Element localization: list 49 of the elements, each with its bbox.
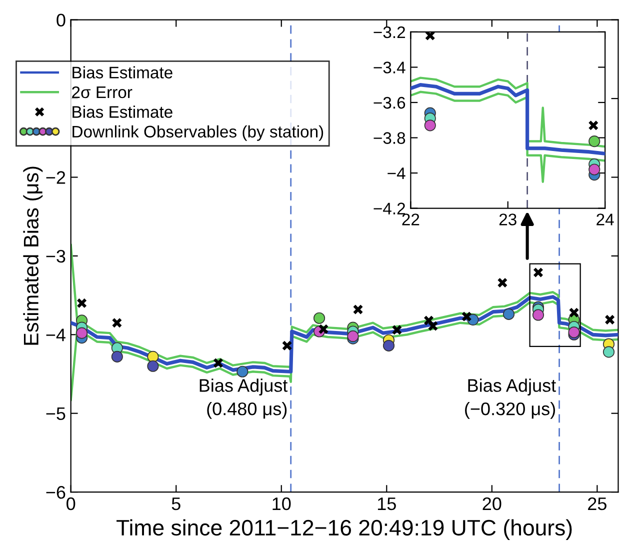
- x-tick-label: 20: [482, 497, 502, 510]
- y-tick-label: −4: [388, 168, 406, 180]
- x-tick-label: 15: [378, 498, 396, 510]
- y-tick-label: −3: [46, 250, 66, 263]
- point: [112, 318, 122, 328]
- y-tick-label: −4: [46, 328, 66, 342]
- x-tick-label: 24: [596, 214, 614, 226]
- y-tick-label: −3.2: [374, 26, 405, 38]
- y-tick-label: −3.4: [374, 62, 406, 74]
- point: [424, 315, 434, 326]
- ref-line-label: Bias Adjust (−0.320 μs): [465, 378, 556, 419]
- x-axis-title: Time since 2011−12−16 20:49:19 UTC (hours): [116, 519, 572, 540]
- point: [424, 32, 436, 41]
- y-tick-label: −5: [46, 407, 66, 420]
- y-axis-title: Estimated Bias (μs): [23, 166, 43, 345]
- point: [533, 267, 544, 278]
- x-tick-label: 0: [66, 497, 76, 510]
- x-tick-label: 22: [402, 214, 420, 226]
- point: [318, 324, 329, 334]
- y-tick-label: −6: [46, 486, 66, 499]
- point: [352, 304, 364, 315]
- line-series: [70, 300, 618, 402]
- point: [461, 311, 472, 322]
- x-tick-label: 25: [588, 497, 606, 510]
- point: [392, 324, 402, 336]
- point: [282, 340, 292, 351]
- legend-label: Downlink Observables (by station): [72, 125, 324, 141]
- x-tick-label: 23: [499, 214, 516, 226]
- y-tick-label: −2: [46, 171, 66, 184]
- x-tick-label: 10: [272, 497, 291, 510]
- point: [588, 120, 599, 131]
- ref-line-label: Bias Adjust (0.480 μs): [200, 378, 288, 419]
- line-series: [410, 83, 606, 156]
- line-series: [70, 244, 618, 368]
- legend-label: Bias Estimate: [72, 66, 172, 78]
- point: [568, 307, 580, 318]
- y-tick-label: −3.8: [374, 132, 406, 144]
- point: [76, 298, 88, 308]
- y-tick-label: −4.2: [374, 202, 405, 214]
- point: [428, 320, 438, 332]
- y-tick-label: 0: [56, 14, 66, 27]
- legend-label: 2σ Error: [72, 86, 132, 98]
- x-tick-label: 5: [172, 498, 180, 510]
- line-series: [70, 295, 618, 374]
- y-tick-label: −3.6: [374, 96, 406, 109]
- point: [213, 358, 224, 368]
- point: [497, 277, 508, 288]
- legend-label: Bias Estimate: [72, 106, 172, 118]
- point: [604, 314, 616, 325]
